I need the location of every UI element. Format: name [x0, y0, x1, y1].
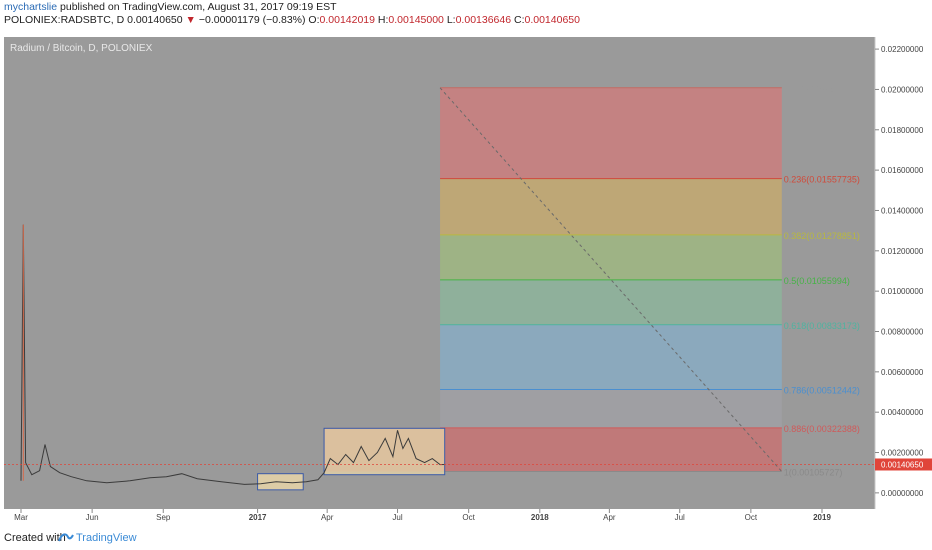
time-axis[interactable] [4, 509, 932, 526]
last-price-badge [875, 458, 932, 471]
fib-band [440, 389, 782, 428]
y-tick-label: 0.01800000 [881, 126, 924, 135]
last-price-label: 0.00140650 [881, 460, 924, 469]
fib-band [440, 178, 782, 235]
footer: Created with TradingView [0, 526, 932, 550]
tradingview-brand-link[interactable]: TradingView [76, 532, 137, 544]
x-axis-ticks: Mar Jun Sep 2017 Apr Jul Oct 2018 Apr Jul Oct 2019 [14, 509, 831, 522]
y-tick-label: 0.02000000 [881, 85, 924, 94]
high-value: 0.00145000 [388, 14, 444, 26]
y-tick-label: 0.01600000 [881, 166, 924, 175]
y-axis-ticks: 0.02200000 0.02000000 0.01800000 0.01600000… [875, 45, 932, 498]
y-tick-label: 0.01200000 [881, 247, 924, 256]
y-tick-label: 0.00800000 [881, 327, 924, 336]
x-tick-label: Sep [156, 513, 171, 522]
y-tick-label: 0.00400000 [881, 408, 924, 417]
fib-level-label: 0.886(0.00322388) [784, 424, 860, 434]
open-value: 0.00142019 [319, 14, 375, 26]
y-tick-label: 0.02200000 [881, 45, 924, 54]
down-arrow-icon: ▼ [185, 14, 196, 26]
x-tick-label: Oct [462, 513, 475, 522]
author-link[interactable]: mychartslie [4, 1, 58, 13]
fib-band [440, 324, 782, 390]
publish-line: mychartslie published on TradingView.com… [4, 1, 337, 14]
fib-level-label: 0.618(0.00833173) [784, 321, 860, 331]
fib-band [440, 234, 782, 280]
low-value: 0.00136646 [455, 14, 512, 26]
chart-title: Radium / Bitcoin, D, POLONIEX [10, 43, 153, 54]
symbol-label: POLONIEX:RADSBTC, D [4, 14, 125, 26]
y-tick-label: 0.00000000 [881, 489, 924, 498]
fib-band [440, 87, 782, 179]
fib-level-label: 0.382(0.01278851) [784, 231, 860, 241]
price-value: 0.00140650 [127, 14, 183, 26]
y-tick-label: 0.00200000 [881, 449, 924, 458]
publish-info: published on TradingView.com, August 31,… [60, 1, 337, 13]
range-boxes[interactable] [257, 427, 446, 491]
y-tick-label: 0.00600000 [881, 368, 924, 377]
x-tick-label: Jun [86, 513, 99, 522]
low-label: L: [446, 14, 456, 26]
x-tick-label: Apr [603, 513, 616, 522]
x-tick-label: 2017 [249, 513, 267, 522]
change-value: −0.00001179 (−0.83%) [198, 14, 306, 26]
y-tick-label: 0.01400000 [881, 206, 924, 215]
tradingview-logo-icon [58, 533, 74, 542]
close-label: C: [514, 14, 525, 26]
fib-band [440, 279, 782, 325]
price-axis[interactable] [875, 37, 932, 509]
fib-level-label: 0.786(0.00512442) [784, 385, 860, 395]
fib-level-label: 0(0.02008261) [784, 84, 843, 94]
fib-level-label: 1(0.00105727) [784, 468, 843, 478]
fib-level-label: 0.236(0.01557735) [784, 175, 860, 185]
price-chart[interactable]: 0(0.02008261) 0.236(0.01557735) 0.382(0.01… [0, 0, 932, 526]
x-tick-label: Mar [14, 513, 28, 522]
x-tick-label: Apr [321, 513, 334, 522]
x-tick-label: 2018 [531, 513, 549, 522]
fib-retracement[interactable]: 0(0.02008261) 0.236(0.01557735) 0.382(0.01… [324, 84, 860, 478]
fib-band [440, 427, 782, 472]
x-tick-label: Jul [675, 513, 685, 522]
high-label: H: [377, 14, 389, 26]
x-tick-label: Oct [745, 513, 758, 522]
close-value: 0.00140650 [524, 14, 580, 26]
price-line [20, 224, 445, 485]
price-series [4, 224, 875, 485]
fib-level-label: 0.5(0.01055994) [784, 276, 850, 286]
x-tick-label: 2019 [813, 513, 831, 522]
fib-trend-line [439, 87, 783, 472]
y-tick-label: 0.01000000 [881, 287, 924, 296]
x-tick-label: Jul [392, 513, 402, 522]
range-box-2017 [323, 427, 446, 476]
ohlc-line: POLONIEX:RADSBTC, D 0.00140650 ▼ −0.0000… [4, 14, 580, 27]
created-with-label: Created with [4, 532, 66, 544]
open-label: O: [308, 14, 320, 26]
